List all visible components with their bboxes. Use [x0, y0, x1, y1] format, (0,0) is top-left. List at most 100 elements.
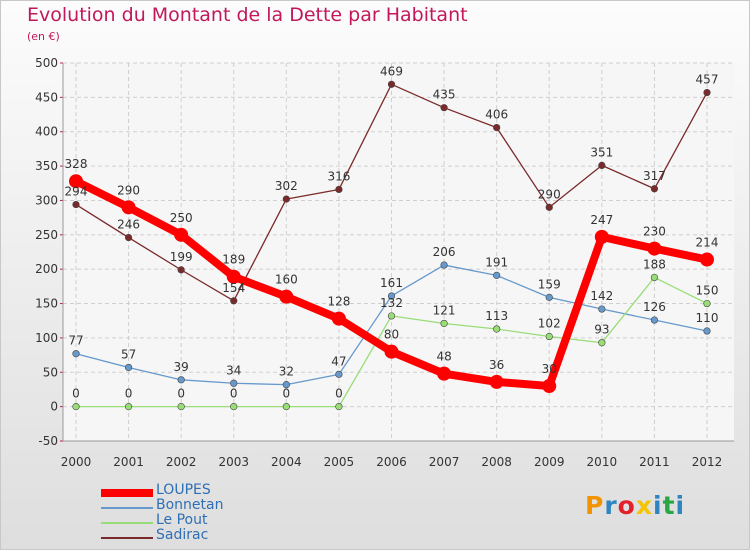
data-label: 214: [696, 236, 719, 250]
y-tick-label: 100: [35, 331, 58, 345]
data-point: [387, 312, 396, 320]
data-label: 142: [590, 289, 613, 303]
x-tick-label: 2011: [639, 455, 670, 469]
data-point: [598, 305, 606, 313]
data-point: [437, 366, 452, 381]
data-point: [387, 80, 396, 88]
proxiti-logo: Proxiti: [585, 491, 685, 520]
data-point: [700, 252, 714, 267]
logo-letter: r: [604, 491, 618, 520]
data-label: 435: [433, 88, 456, 102]
data-label: 48: [436, 350, 451, 364]
x-tick-label: 2007: [429, 455, 460, 469]
data-point: [174, 227, 189, 242]
data-label: 154: [222, 281, 245, 295]
x-tick-label: 2005: [324, 455, 355, 469]
data-label: 189: [222, 253, 245, 267]
x-tick-label: 2002: [166, 455, 197, 469]
y-tick-label: 350: [35, 159, 58, 173]
data-point: [440, 319, 448, 328]
data-point: [703, 299, 711, 308]
data-point: [230, 403, 238, 411]
data-point: [226, 269, 241, 284]
y-tick-label: 150: [35, 297, 58, 311]
data-label: 457: [696, 73, 719, 87]
data-point: [384, 344, 399, 359]
data-point: [72, 350, 80, 358]
y-tick-label: 250: [35, 228, 58, 242]
data-point: [279, 289, 294, 304]
data-point: [545, 293, 553, 301]
legend-swatch: [101, 489, 153, 497]
chart-subtitle: (en €): [27, 30, 60, 43]
y-tick-label: 500: [35, 56, 58, 70]
data-label: 230: [643, 225, 666, 239]
data-label: 32: [279, 365, 294, 379]
data-label: 0: [72, 387, 80, 401]
logo-letter: P: [585, 491, 605, 520]
logo-letter: i: [653, 491, 663, 520]
data-label: 34: [226, 363, 241, 377]
y-tick-label: -50: [38, 434, 58, 448]
data-label: 30: [542, 362, 557, 376]
data-label: 206: [433, 245, 456, 259]
x-tick-label: 2008: [481, 455, 512, 469]
legend-swatch: [101, 507, 153, 509]
data-label: 0: [230, 387, 238, 401]
data-label: 110: [696, 311, 719, 325]
series-le-pout: [72, 273, 711, 411]
data-label: 351: [590, 145, 613, 159]
data-point: [703, 88, 711, 97]
data-label: 0: [283, 387, 291, 401]
data-point: [493, 124, 501, 132]
logo-letter: t: [662, 491, 676, 520]
data-point: [493, 325, 501, 333]
data-label: 328: [65, 157, 88, 171]
data-label: 250: [170, 211, 193, 225]
data-label: 247: [590, 213, 613, 227]
data-point: [282, 403, 290, 411]
data-point: [177, 376, 185, 384]
y-tick-label: 400: [35, 125, 58, 139]
data-label: 160: [275, 273, 298, 287]
data-label: 469: [380, 64, 403, 78]
data-point: [545, 203, 553, 211]
data-point: [124, 233, 133, 242]
data-point: [335, 403, 343, 411]
plot-area: [63, 63, 734, 441]
data-label: 132: [380, 296, 403, 310]
legend-swatch: [101, 537, 153, 539]
data-point: [387, 292, 396, 300]
data-point: [121, 200, 136, 215]
data-point: [177, 266, 185, 274]
series-bonnetan: [72, 261, 711, 389]
data-point: [177, 403, 185, 411]
data-point: [335, 185, 343, 194]
x-tick-label: 2004: [271, 455, 302, 469]
legend-swatch: [101, 522, 153, 524]
data-label: 290: [538, 187, 561, 201]
data-point: [594, 229, 609, 244]
data-point: [598, 339, 606, 347]
data-point: [282, 195, 290, 203]
x-tick-label: 2009: [534, 455, 565, 469]
data-label: 77: [68, 334, 83, 348]
data-label: 39: [174, 360, 189, 374]
data-point: [230, 297, 238, 305]
data-label: 102: [538, 317, 561, 331]
data-point: [647, 241, 662, 256]
data-label: 290: [117, 183, 140, 197]
chart-title: Evolution du Montant de la Dette par Hab…: [27, 4, 468, 26]
data-point: [703, 327, 711, 335]
data-label: 161: [380, 276, 403, 290]
data-point: [331, 311, 346, 326]
data-point: [69, 174, 83, 189]
data-label: 406: [485, 108, 508, 122]
data-label: 126: [643, 300, 666, 314]
data-point: [545, 332, 553, 341]
x-tick-label: 2003: [218, 455, 249, 469]
data-point: [282, 381, 290, 389]
data-point: [440, 261, 448, 269]
